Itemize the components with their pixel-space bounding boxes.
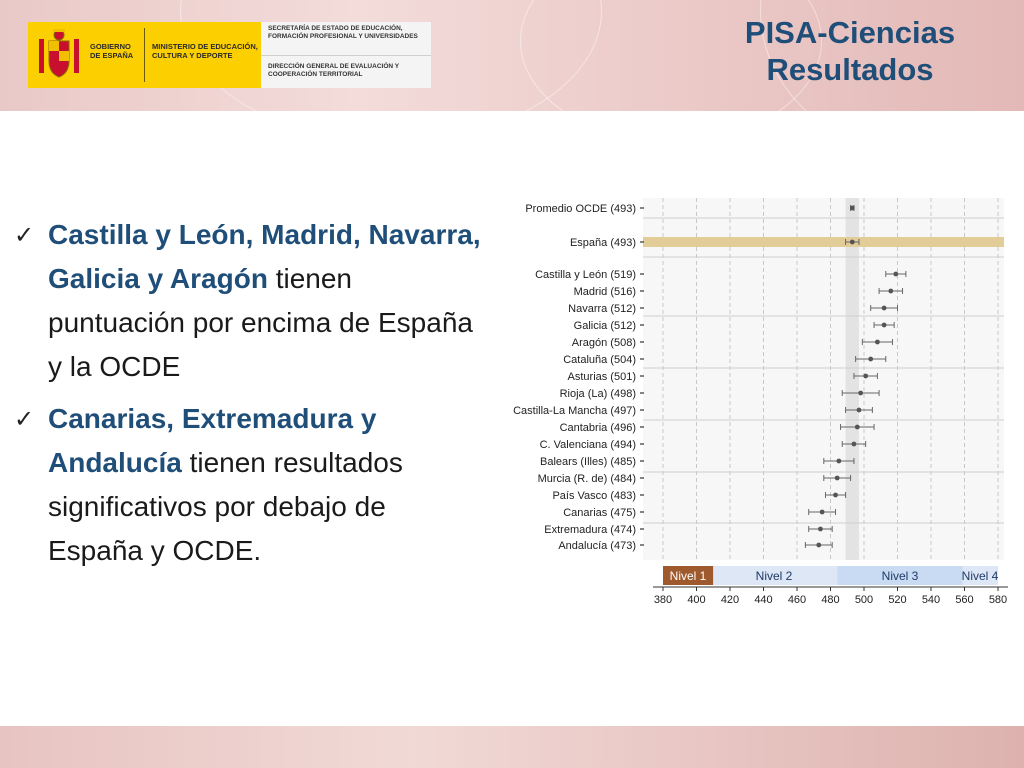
data-point — [881, 322, 887, 328]
row-label: España (493) — [570, 237, 636, 249]
x-tick-label: 480 — [821, 594, 839, 606]
data-point — [851, 441, 857, 447]
bullet-highlight: Canarias, Extremadura y Andalucía — [48, 403, 377, 478]
x-tick-label: 560 — [955, 594, 973, 606]
row-label: Murcia (R. de) (484) — [538, 473, 636, 485]
title-line-2: Resultados — [766, 52, 934, 87]
highlight-row — [643, 237, 1004, 247]
level-label: Nivel 3 — [882, 569, 919, 583]
row-label: Rioja (La) (498) — [560, 388, 636, 400]
checkmark-icon: ✓ — [14, 221, 35, 249]
data-point — [834, 475, 840, 481]
title-line-1: PISA-Ciencias — [744, 15, 956, 50]
level-band — [837, 566, 963, 585]
data-point — [888, 288, 894, 294]
footer-band — [0, 726, 1024, 768]
x-tick-label: 500 — [855, 594, 873, 606]
row-label: Canarias (475) — [563, 507, 636, 519]
data-point — [833, 492, 838, 498]
row-label: Promedio OCDE (493) — [525, 203, 636, 215]
level-label: Nivel 2 — [756, 569, 793, 583]
x-tick-label: 460 — [788, 594, 806, 606]
row-label: Asturias (501) — [568, 371, 636, 383]
bullet-text: tienen resultados significativos por deb… — [48, 447, 403, 566]
row-label: Madrid (516) — [574, 286, 636, 298]
level-band — [713, 566, 838, 585]
row-label: Andalucía (473) — [558, 540, 636, 552]
data-point — [863, 373, 869, 379]
row-label: Navarra (512) — [568, 303, 636, 315]
data-point — [836, 458, 842, 464]
slide-title: PISA-Ciencias Resultados — [700, 14, 1000, 88]
pisa-chart: Promedio OCDE (493) España (493) Castilla … — [496, 188, 1020, 612]
data-point — [849, 205, 855, 211]
data-point — [849, 239, 855, 245]
x-tick-label: 420 — [721, 594, 739, 606]
row-label: Balears (Illes) (485) — [540, 456, 636, 468]
data-point — [854, 424, 860, 430]
x-tick-label: 520 — [888, 594, 906, 606]
data-point — [881, 305, 887, 311]
gobierno-text: GOBIERNO DE ESPAÑA — [90, 42, 134, 60]
bullet-item: ✓ Canarias, Extremadura y Andalucía tien… — [14, 397, 484, 573]
x-tick-label: 380 — [654, 594, 672, 606]
data-point — [816, 542, 822, 548]
data-point — [868, 356, 874, 362]
data-point — [858, 390, 864, 396]
bullet-item: ✓ Castilla y León, Madrid, Navarra, Gali… — [14, 213, 484, 389]
x-tick-label: 540 — [922, 594, 940, 606]
data-point — [875, 339, 880, 345]
row-label: Cataluña (504) — [563, 354, 636, 366]
chart-svg: Promedio OCDE (493) España (493) Castilla … — [513, 198, 1008, 606]
bullet-highlight: Castilla y León, Madrid, Navarra, Galici… — [48, 219, 481, 294]
data-point — [856, 407, 862, 413]
reference-band — [845, 198, 859, 560]
x-tick-label: 440 — [754, 594, 772, 606]
row-label: C. Valenciana (494) — [540, 439, 636, 451]
plot-background — [643, 198, 1004, 560]
x-tick-label: 580 — [989, 594, 1007, 606]
coat-of-arms-icon — [39, 29, 79, 78]
direccion-text: DIRECCIÓN GENERAL DE EVALUACIÓN Y COOPER… — [268, 63, 399, 78]
bullet-list: ✓ Castilla y León, Madrid, Navarra, Gali… — [14, 213, 484, 581]
data-point — [818, 526, 823, 532]
row-label: Galicia (512) — [574, 320, 636, 332]
row-label: Cantabria (496) — [560, 422, 636, 434]
secretaria-text: SECRETARÍA DE ESTADO DE EDUCACIÓN, FORMA… — [268, 25, 418, 40]
government-logo: GOBIERNO DE ESPAÑA MINISTERIO DE EDUCACI… — [28, 22, 431, 88]
row-label: Extremadura (474) — [544, 524, 636, 536]
row-label: Castilla y León (519) — [535, 269, 636, 281]
bullet-text: tienen puntuación por encima de España y… — [48, 263, 473, 382]
checkmark-icon: ✓ — [14, 405, 35, 433]
level-band — [663, 566, 714, 585]
row-label: País Vasco (483) — [552, 490, 636, 502]
x-tick-label: 400 — [687, 594, 705, 606]
logo-gray-divider — [261, 55, 431, 56]
level-label: Nivel 1 — [670, 569, 707, 583]
data-point — [819, 509, 825, 515]
ministerio-text: MINISTERIO DE EDUCACIÓN, CULTURA Y DEPOR… — [152, 42, 258, 60]
level-label: Nivel 4 — [962, 569, 999, 583]
level-band — [962, 566, 998, 585]
data-point — [893, 271, 899, 277]
row-label: Castilla-La Mancha (497) — [513, 405, 636, 417]
logo-divider — [144, 28, 145, 82]
row-label: Aragón (508) — [572, 337, 636, 349]
